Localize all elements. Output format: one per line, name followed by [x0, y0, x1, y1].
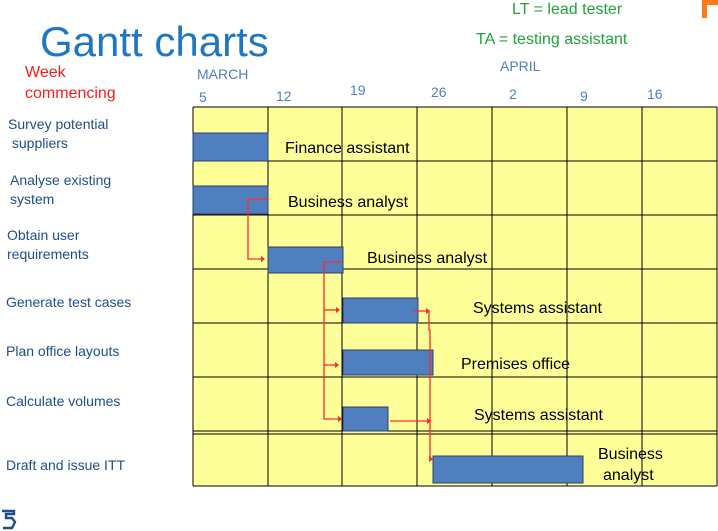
- resource-label: Business: [598, 446, 663, 463]
- week-date: 5: [199, 89, 207, 105]
- task-label-analyse-system: Analyse existing system: [10, 171, 185, 209]
- dependency-arrowhead: [429, 455, 433, 463]
- dependency-line: [323, 261, 342, 420]
- resource-label: Finance assistant: [285, 140, 410, 157]
- task-label-line: suppliers: [8, 135, 68, 151]
- resource-labels: Finance assistant Business analyst Busines…: [285, 140, 663, 484]
- week-commencing-label: Week commencing: [25, 62, 155, 104]
- dependency-arrowhead: [427, 417, 431, 425]
- task-bar: [192, 132, 269, 162]
- task-label-line: Survey potential: [8, 116, 109, 132]
- resource-label: Business analyst: [367, 250, 488, 267]
- task-bar: [342, 297, 419, 324]
- task-label-line: requirements: [7, 246, 89, 262]
- grid-background: [193, 107, 717, 486]
- task-label-line: Analyse existing: [10, 172, 112, 188]
- task-label-survey-suppliers: Survey potential suppliers: [8, 115, 183, 153]
- task-label-user-requirements: Obtain user requirements: [7, 226, 182, 264]
- dependency-line: [247, 198, 268, 260]
- month-label-march: MARCH: [197, 66, 249, 82]
- week-date: 9: [580, 88, 588, 104]
- week-label-line-1: Week: [25, 64, 66, 81]
- dependency-arrowhead: [338, 415, 342, 423]
- task-label-draft-itt: Draft and issue ITT: [6, 457, 126, 473]
- gantt-grid: [192, 106, 718, 487]
- week-date: 12: [276, 88, 292, 104]
- task-label-line: Obtain user: [7, 227, 80, 243]
- week-label-line-2: commencing: [25, 85, 116, 102]
- corner-logo-icon: [702, 0, 718, 18]
- resource-label: analyst: [603, 467, 654, 484]
- dependency-arrowhead: [336, 306, 340, 314]
- resource-label: Systems assistant: [473, 300, 602, 317]
- week-date: 2: [509, 86, 517, 102]
- institution-logo-icon: [2, 509, 17, 530]
- legend-testing-assistant: TA = testing assistant: [476, 31, 628, 48]
- task-bar: [342, 406, 389, 432]
- task-label-line: system: [10, 191, 55, 207]
- resource-label: Premises office: [461, 356, 570, 373]
- dependency-arrowhead: [426, 307, 430, 315]
- task-bar: [342, 349, 434, 376]
- resource-label: Business analyst: [288, 194, 409, 211]
- task-bar: [267, 246, 344, 274]
- legend-lead-tester: LT = lead tester: [512, 1, 623, 18]
- resource-label: Systems assistant: [474, 407, 603, 424]
- dependency-arrowhead: [335, 361, 339, 369]
- dependency-arrowhead: [261, 255, 265, 263]
- week-date: 19: [350, 82, 366, 98]
- task-bar: [192, 185, 269, 215]
- gantt-bars: [192, 132, 584, 484]
- task-label-test-cases: Generate test cases: [6, 294, 132, 310]
- week-date: 26: [431, 84, 447, 100]
- dependency-arrows: [247, 198, 433, 463]
- task-label-office-layouts: Plan office layouts: [6, 343, 120, 359]
- page-title: Gantt charts: [40, 18, 269, 65]
- task-label-volumes: Calculate volumes: [6, 393, 121, 409]
- week-date: 16: [647, 86, 663, 102]
- month-label-april: APRIL: [500, 58, 541, 74]
- task-bar: [432, 455, 584, 484]
